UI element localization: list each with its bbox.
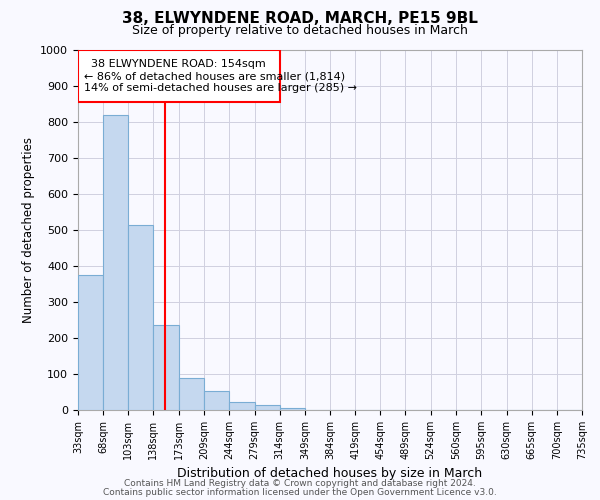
X-axis label: Distribution of detached houses by size in March: Distribution of detached houses by size … — [178, 468, 482, 480]
Text: Contains public sector information licensed under the Open Government Licence v3: Contains public sector information licen… — [103, 488, 497, 497]
Bar — [229, 402, 254, 410]
Bar — [179, 378, 203, 410]
Text: 14% of semi-detached houses are larger (285) →: 14% of semi-detached houses are larger (… — [84, 83, 357, 93]
Bar — [128, 224, 154, 410]
Text: Contains HM Land Registry data © Crown copyright and database right 2024.: Contains HM Land Registry data © Crown c… — [124, 478, 476, 488]
Bar — [154, 326, 179, 410]
Bar — [78, 50, 280, 102]
Y-axis label: Number of detached properties: Number of detached properties — [22, 137, 35, 323]
Bar — [103, 115, 128, 410]
Text: Size of property relative to detached houses in March: Size of property relative to detached ho… — [132, 24, 468, 37]
Text: 38, ELWYNDENE ROAD, MARCH, PE15 9BL: 38, ELWYNDENE ROAD, MARCH, PE15 9BL — [122, 11, 478, 26]
Bar — [78, 275, 103, 410]
Bar — [280, 408, 305, 410]
Text: 38 ELWYNDENE ROAD: 154sqm: 38 ELWYNDENE ROAD: 154sqm — [91, 59, 266, 69]
Bar — [254, 406, 280, 410]
Bar — [205, 392, 229, 410]
Text: ← 86% of detached houses are smaller (1,814): ← 86% of detached houses are smaller (1,… — [84, 72, 345, 82]
